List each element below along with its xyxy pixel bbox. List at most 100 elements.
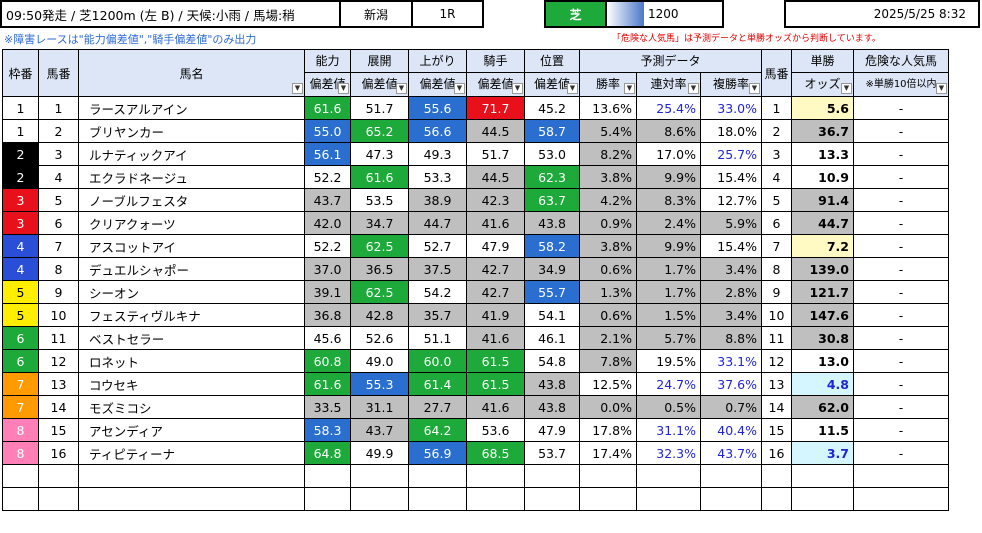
jockey-dev-cell[interactable]: 51.7: [466, 142, 525, 166]
empty-cell[interactable]: [636, 464, 701, 488]
umaban2-cell[interactable]: 7: [761, 234, 792, 258]
win-rate-cell[interactable]: 0.6%: [579, 257, 637, 281]
win-rate-cell[interactable]: 17.4%: [579, 441, 637, 465]
win-rate-cell[interactable]: 1.3%: [579, 280, 637, 304]
danger-cell[interactable]: -: [853, 211, 949, 235]
waku-cell[interactable]: 7: [2, 372, 39, 396]
surface-cell[interactable]: 芝: [544, 0, 606, 28]
col-ability[interactable]: 能力: [304, 49, 351, 73]
place2-rate-cell[interactable]: 32.3%: [636, 441, 701, 465]
filter-dropdown-icon[interactable]: ▼: [688, 83, 699, 94]
jockey-dev-cell[interactable]: 61.5: [466, 349, 525, 373]
umaban-cell[interactable]: 3: [38, 142, 79, 166]
umaban2-cell[interactable]: 4: [761, 165, 792, 189]
col-tansho[interactable]: 単勝: [791, 49, 854, 73]
danger-cell[interactable]: -: [853, 326, 949, 350]
empty-cell[interactable]: [524, 464, 580, 488]
umaban2-cell[interactable]: 12: [761, 349, 792, 373]
jockey-dev-cell[interactable]: 71.7: [466, 96, 525, 120]
agari-dev-cell[interactable]: 38.9: [408, 188, 467, 212]
place2-rate-cell[interactable]: 24.7%: [636, 372, 701, 396]
place2-rate-cell[interactable]: 5.7%: [636, 326, 701, 350]
empty-cell[interactable]: [700, 464, 762, 488]
jockey-dev-cell[interactable]: 41.9: [466, 303, 525, 327]
col-place2[interactable]: 連対率 ▼: [636, 72, 701, 97]
empty-cell[interactable]: [38, 487, 79, 511]
place2-rate-cell[interactable]: 8.6%: [636, 119, 701, 143]
umaban-cell[interactable]: 4: [38, 165, 79, 189]
waku-cell[interactable]: 2: [2, 142, 39, 166]
agari-dev-cell[interactable]: 56.9: [408, 441, 467, 465]
filter-dropdown-icon[interactable]: ▼: [841, 83, 852, 94]
umaban-cell[interactable]: 5: [38, 188, 79, 212]
empty-cell[interactable]: [579, 464, 637, 488]
race-info-cell[interactable]: 09:50発走 / 芝1200m (左 B) / 天候:小雨 / 馬場:稍: [0, 0, 340, 28]
tenkai-dev-cell[interactable]: 62.5: [350, 280, 409, 304]
empty-cell[interactable]: [304, 464, 351, 488]
place2-rate-cell[interactable]: 19.5%: [636, 349, 701, 373]
empty-cell[interactable]: [350, 464, 409, 488]
umaban-cell[interactable]: 10: [38, 303, 79, 327]
col-agari-dev[interactable]: 偏差値 ▼: [408, 72, 467, 97]
position-dev-cell[interactable]: 43.8: [524, 211, 580, 235]
umaban-cell[interactable]: 1: [38, 96, 79, 120]
empty-cell[interactable]: [408, 464, 467, 488]
umaban2-cell[interactable]: 8: [761, 257, 792, 281]
umaban2-cell[interactable]: 16: [761, 441, 792, 465]
ability-dev-cell[interactable]: 42.0: [304, 211, 351, 235]
col-umaban[interactable]: 馬番: [38, 49, 79, 97]
umaban-cell[interactable]: 9: [38, 280, 79, 304]
filter-dropdown-icon[interactable]: ▼: [338, 83, 349, 94]
win-rate-cell[interactable]: 2.1%: [579, 326, 637, 350]
empty-cell[interactable]: [791, 487, 854, 511]
position-dev-cell[interactable]: 47.9: [524, 418, 580, 442]
ability-dev-cell[interactable]: 37.0: [304, 257, 351, 281]
odds-cell[interactable]: 7.2: [791, 234, 854, 258]
jockey-dev-cell[interactable]: 44.5: [466, 119, 525, 143]
odds-cell[interactable]: 13.3: [791, 142, 854, 166]
place2-rate-cell[interactable]: 2.4%: [636, 211, 701, 235]
place3-rate-cell[interactable]: 43.7%: [700, 441, 762, 465]
tenkai-dev-cell[interactable]: 65.2: [350, 119, 409, 143]
waku-cell[interactable]: 7: [2, 395, 39, 419]
col-tenkai[interactable]: 展開: [350, 49, 409, 73]
ability-dev-cell[interactable]: 52.2: [304, 165, 351, 189]
win-rate-cell[interactable]: 17.8%: [579, 418, 637, 442]
agari-dev-cell[interactable]: 37.5: [408, 257, 467, 281]
jockey-dev-cell[interactable]: 41.6: [466, 326, 525, 350]
tenkai-dev-cell[interactable]: 31.1: [350, 395, 409, 419]
horse-name-cell[interactable]: ルナティックアイ: [78, 142, 305, 166]
danger-cell[interactable]: -: [853, 119, 949, 143]
empty-cell[interactable]: [791, 464, 854, 488]
umaban2-cell[interactable]: 6: [761, 211, 792, 235]
agari-dev-cell[interactable]: 52.7: [408, 234, 467, 258]
horse-name-cell[interactable]: デュエルシャポー: [78, 257, 305, 281]
empty-cell[interactable]: [853, 487, 949, 511]
empty-cell[interactable]: [853, 464, 949, 488]
place3-rate-cell[interactable]: 25.7%: [700, 142, 762, 166]
danger-cell[interactable]: -: [853, 303, 949, 327]
umaban-cell[interactable]: 7: [38, 234, 79, 258]
odds-cell[interactable]: 30.8: [791, 326, 854, 350]
umaban2-cell[interactable]: 14: [761, 395, 792, 419]
position-dev-cell[interactable]: 46.1: [524, 326, 580, 350]
ability-dev-cell[interactable]: 58.3: [304, 418, 351, 442]
tenkai-dev-cell[interactable]: 55.3: [350, 372, 409, 396]
waku-cell[interactable]: 6: [2, 326, 39, 350]
place2-rate-cell[interactable]: 8.3%: [636, 188, 701, 212]
place3-rate-cell[interactable]: 15.4%: [700, 234, 762, 258]
danger-cell[interactable]: -: [853, 165, 949, 189]
col-danger[interactable]: 危険な人気馬: [853, 49, 949, 73]
waku-cell[interactable]: 1: [2, 119, 39, 143]
position-dev-cell[interactable]: 53.0: [524, 142, 580, 166]
danger-cell[interactable]: -: [853, 96, 949, 120]
horse-name-cell[interactable]: ロネット: [78, 349, 305, 373]
place3-rate-cell[interactable]: 8.8%: [700, 326, 762, 350]
distance-cell[interactable]: 1200: [644, 0, 724, 28]
waku-cell[interactable]: 5: [2, 303, 39, 327]
odds-cell[interactable]: 62.0: [791, 395, 854, 419]
horse-name-cell[interactable]: アスコットアイ: [78, 234, 305, 258]
win-rate-cell[interactable]: 5.4%: [579, 119, 637, 143]
ability-dev-cell[interactable]: 61.6: [304, 96, 351, 120]
col-name[interactable]: 馬名 ▼: [78, 49, 305, 97]
